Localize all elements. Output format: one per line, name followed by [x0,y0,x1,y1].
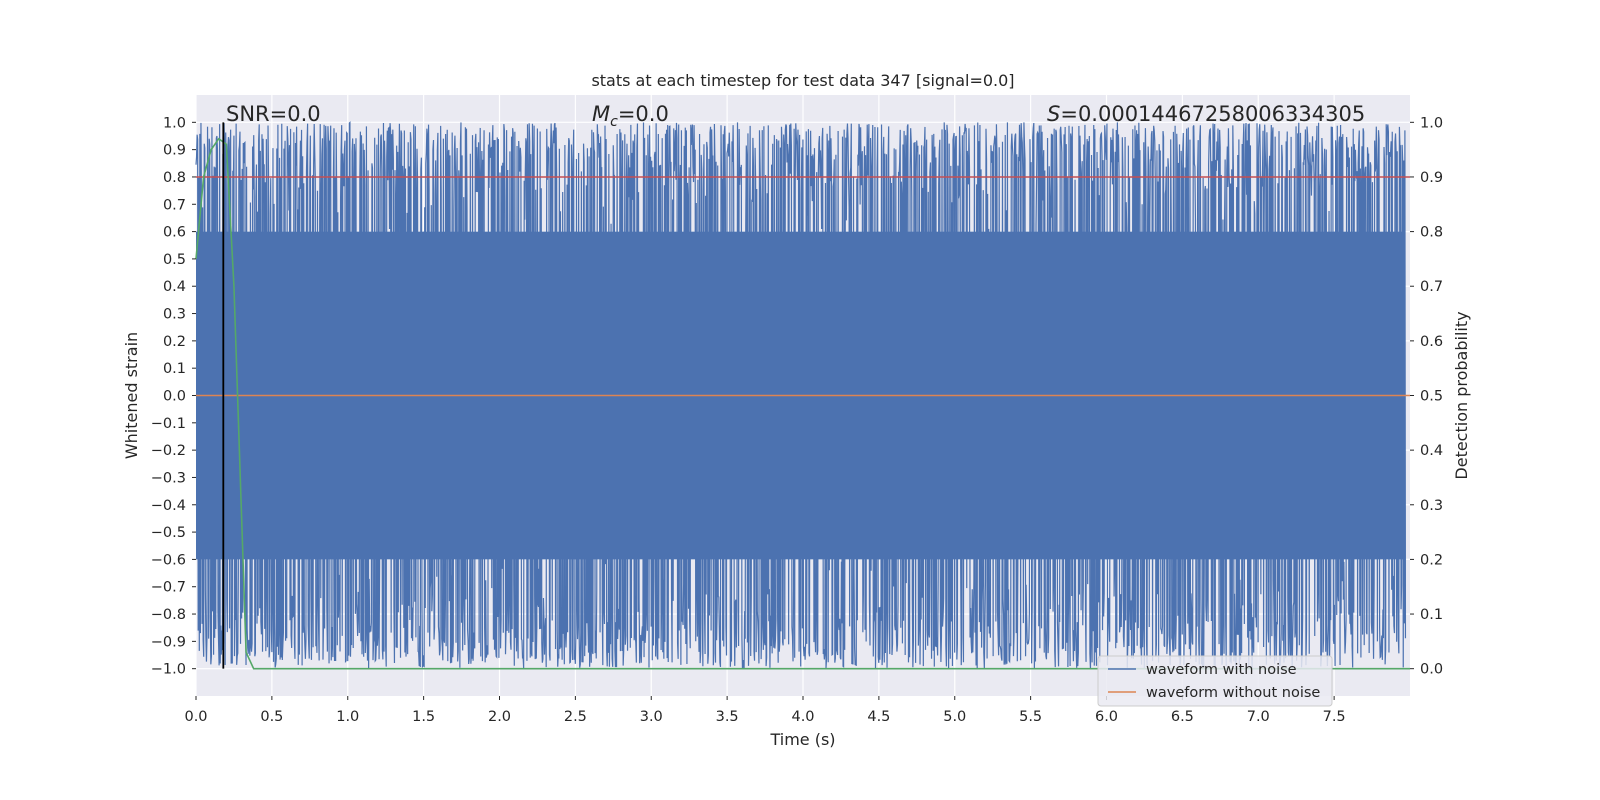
x-tick-label: 1.0 [336,709,359,725]
mc-subscript: c [610,114,618,130]
y-right-tick-label: 1.0 [1420,115,1443,131]
y-tick-label: 0.5 [163,252,186,268]
legend-entry-with-noise: waveform with noise [1146,662,1297,678]
x-tick-label: 3.5 [716,709,739,725]
x-tick-label: 4.0 [791,709,814,725]
y-right-tick-label: 0.9 [1420,170,1443,186]
s-annotation: S=0.00014467258006334305 [1047,102,1365,126]
x-tick-label: 2.0 [488,709,511,725]
x-tick-label: 7.0 [1247,709,1270,725]
s-value: =0.00014467258006334305 [1060,102,1365,126]
s-symbol: S [1047,102,1060,126]
mc-symbol: M [592,102,610,126]
mc-annotation: Mc=0.0 [592,102,669,130]
tick-labels: 0.0 0.5 1.0 1.5 2.0 2.5 3.0 3.5 4.0 4.5 5.0 5.5 6.0 6… [151,115,1443,725]
x-tick-label: 3.0 [640,709,663,725]
x-tick-label: 0.5 [260,709,283,725]
x-tick-label: 6.5 [1171,709,1194,725]
x-axis-label: Time (s) [769,730,835,749]
y-tick-label: −1.0 [151,662,186,678]
chart-title: stats at each timestep for test data 347… [591,71,1014,90]
y-tick-label: 1.0 [163,115,186,131]
y-tick-label: 0.3 [163,307,186,323]
x-tick-label: 5.5 [1019,709,1042,725]
y-tick-label: 0.6 [163,225,186,241]
legend: waveform with noise waveform without noi… [1097,655,1333,707]
y-right-tick-label: 0.1 [1420,607,1443,623]
y-right-tick-label: 0.4 [1420,443,1443,459]
y-tick-label: 0.4 [163,279,186,295]
y-right-tick-label: 0.8 [1420,225,1443,241]
y-right-tick-label: 0.6 [1420,334,1443,350]
x-tick-label: 6.0 [1095,709,1118,725]
y-tick-label: 0.0 [163,389,186,405]
x-tick-label: 0.0 [184,709,207,725]
x-tick-label: 4.5 [867,709,890,725]
y-tick-label: −0.3 [151,470,186,486]
y-tick-label: −0.8 [151,607,186,623]
y-tick-label: −0.2 [151,443,186,459]
y-right-tick-label: 0.7 [1420,279,1443,295]
y-axis-label-right: Detection probability [1452,311,1471,479]
y-tick-label: 0.1 [163,361,186,377]
y-axis-label: Whitened strain [122,332,141,459]
legend-box [1097,655,1333,707]
y-tick-label: 0.8 [163,170,186,186]
overlay-lines [195,122,1410,670]
x-tick-label: 7.5 [1323,709,1346,725]
legend-entry-without-noise: waveform without noise [1146,685,1320,701]
y-tick-label: −0.9 [151,634,186,650]
x-tick-label: 1.5 [412,709,435,725]
y-tick-label: 0.2 [163,334,186,350]
y-tick-label: −0.1 [151,416,186,432]
y-tick-label: −0.4 [151,498,186,514]
detection-probability-line [195,137,1410,670]
snr-annotation: SNR=0.0 [226,102,321,126]
y-right-tick-label: 0.5 [1420,389,1443,405]
y-tick-label: 0.9 [163,143,186,159]
y-right-tick-label: 0.0 [1420,662,1443,678]
y-tick-label: −0.5 [151,525,186,541]
y-right-tick-label: 0.2 [1420,552,1443,568]
x-tick-label: 2.5 [564,709,587,725]
x-tick-label: 5.0 [943,709,966,725]
y-tick-label: −0.6 [151,552,186,568]
mc-value: =0.0 [618,102,669,126]
y-tick-label: −0.7 [151,580,186,596]
y-tick-label: 0.7 [163,197,186,213]
y-right-tick-label: 0.3 [1420,498,1443,514]
